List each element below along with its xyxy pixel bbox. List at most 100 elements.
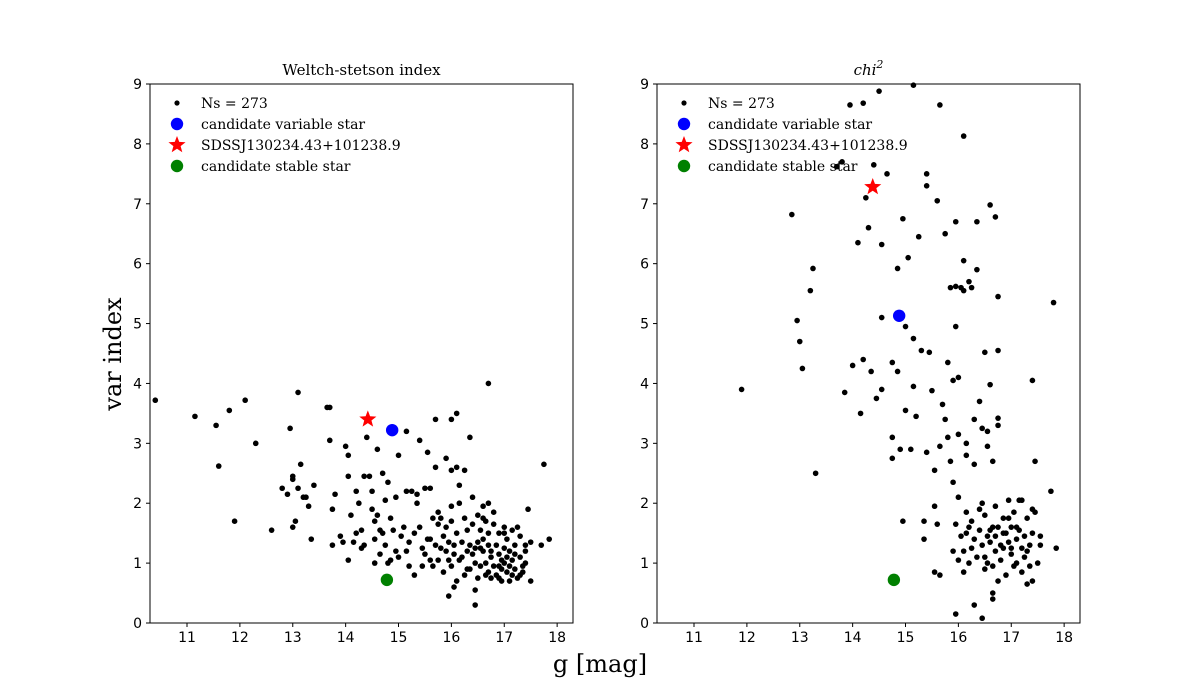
- point-marker: [469, 551, 476, 557]
- point-marker: [374, 512, 381, 518]
- point-marker: [456, 557, 463, 563]
- point-marker: [950, 479, 956, 486]
- point-marker: [490, 521, 497, 527]
- point-marker: [472, 587, 478, 593]
- point-marker: [517, 533, 523, 539]
- point-marker: [952, 283, 959, 290]
- legend-marker: [677, 159, 691, 173]
- x-tick-label: 13: [791, 630, 809, 646]
- point-marker: [963, 452, 970, 459]
- point-marker: [496, 575, 502, 581]
- point-marker: [443, 524, 449, 530]
- point-marker: [419, 563, 426, 569]
- point-marker: [268, 527, 275, 533]
- point-marker: [504, 536, 510, 542]
- point-marker: [480, 503, 486, 510]
- point-marker: [448, 518, 455, 524]
- point-marker: [963, 440, 970, 447]
- series-target-star: [864, 178, 882, 195]
- point-marker: [934, 521, 941, 527]
- candidate-variable-star-marker: [385, 423, 399, 437]
- legend-label: candidate variable star: [708, 117, 872, 133]
- legend-item-point: Ns = 273: [681, 96, 775, 112]
- point-marker: [878, 314, 885, 321]
- point-marker: [541, 461, 547, 468]
- point-marker: [1005, 515, 1012, 521]
- point-marker: [496, 551, 502, 557]
- point-marker: [485, 530, 492, 536]
- point-marker: [738, 386, 745, 393]
- point-marker: [974, 554, 980, 560]
- point-marker: [406, 563, 412, 569]
- point-marker: [525, 506, 531, 513]
- point-marker: [435, 521, 441, 527]
- point-marker: [517, 572, 523, 578]
- y-tick-label: 1: [640, 556, 649, 572]
- point-marker: [527, 539, 534, 545]
- point-marker: [1013, 536, 1020, 542]
- point-marker: [995, 524, 1001, 530]
- point-marker: [509, 557, 515, 563]
- point-marker: [424, 449, 431, 456]
- point-marker: [326, 437, 333, 444]
- point-marker: [982, 349, 988, 356]
- point-marker: [303, 494, 309, 501]
- point-marker: [371, 518, 378, 524]
- point-marker: [889, 455, 896, 462]
- point-marker: [482, 560, 489, 566]
- point-marker: [979, 615, 985, 622]
- legend: Ns = 273 candidate variable star SDSSJ1302…: [675, 96, 908, 175]
- point-marker: [789, 211, 795, 218]
- panel-title: chi2: [854, 58, 884, 79]
- point-marker: [475, 539, 481, 545]
- point-marker: [995, 422, 1001, 429]
- point-marker: [1024, 581, 1030, 587]
- point-marker: [900, 215, 906, 222]
- point-marker: [414, 500, 420, 507]
- point-marker: [395, 554, 402, 560]
- point-marker: [152, 397, 159, 404]
- point-marker: [350, 539, 357, 545]
- y-tick-label: 5: [133, 317, 142, 333]
- point-marker: [960, 548, 967, 554]
- point-marker: [326, 404, 333, 411]
- point-marker: [369, 506, 375, 513]
- point-marker: [226, 407, 233, 414]
- point-marker: [393, 548, 399, 554]
- point-marker: [414, 491, 420, 498]
- y-tick-label: 3: [640, 436, 649, 452]
- point-marker: [496, 563, 502, 569]
- point-marker: [976, 398, 983, 405]
- point-marker: [371, 536, 378, 542]
- point-marker: [995, 578, 1001, 584]
- point-marker: [453, 464, 460, 471]
- point-marker: [422, 551, 428, 557]
- point-marker: [960, 133, 967, 139]
- point-marker: [923, 171, 930, 177]
- point-marker: [395, 452, 402, 459]
- point-marker: [345, 473, 352, 480]
- point-marker: [984, 443, 991, 450]
- target-star-marker: [359, 410, 377, 427]
- y-tick-label: 2: [640, 496, 649, 512]
- x-tick-label: 12: [738, 630, 756, 646]
- point-marker: [931, 503, 938, 510]
- point-marker: [897, 446, 904, 453]
- point-marker: [796, 338, 803, 345]
- point-marker: [385, 479, 391, 486]
- point-marker: [448, 563, 455, 569]
- point-marker: [794, 317, 800, 324]
- panel-title-text: chi: [854, 61, 877, 79]
- point-marker: [982, 566, 988, 572]
- point-marker: [931, 467, 938, 474]
- point-marker: [841, 389, 848, 396]
- y-tick-label: 3: [133, 436, 142, 452]
- point-marker: [451, 584, 457, 590]
- point-marker: [422, 485, 428, 492]
- point-marker: [910, 335, 917, 342]
- point-marker: [884, 171, 890, 177]
- point-marker: [374, 446, 381, 453]
- x-tick-label: 15: [390, 630, 408, 646]
- x-tick-label: 17: [1002, 630, 1020, 646]
